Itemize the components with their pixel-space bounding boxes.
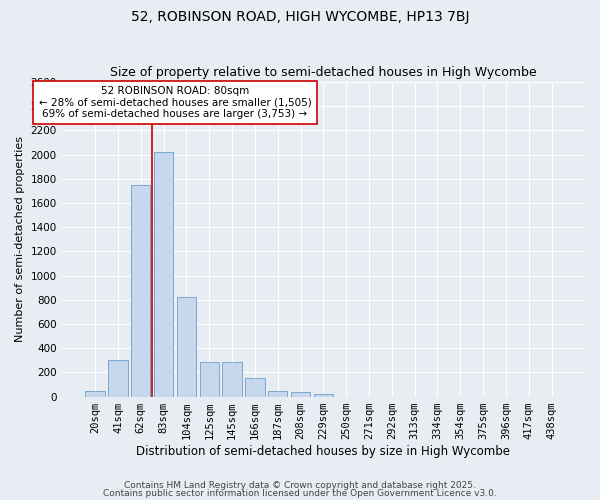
Bar [291, 392, 310, 396]
Text: 52 ROBINSON ROAD: 80sqm
← 28% of semi-detached houses are smaller (1,505)
69% of: 52 ROBINSON ROAD: 80sqm ← 28% of semi-de… [38, 86, 311, 119]
Bar [177, 298, 196, 396]
Bar [200, 362, 219, 396]
Bar [85, 390, 105, 396]
Text: 52, ROBINSON ROAD, HIGH WYCOMBE, HP13 7BJ: 52, ROBINSON ROAD, HIGH WYCOMBE, HP13 7B… [131, 10, 469, 24]
Bar [268, 390, 287, 396]
Bar [245, 378, 265, 396]
Bar [154, 152, 173, 396]
Text: Contains HM Land Registry data © Crown copyright and database right 2025.: Contains HM Land Registry data © Crown c… [124, 481, 476, 490]
Bar [314, 394, 333, 396]
Bar [108, 360, 128, 396]
Bar [131, 185, 151, 396]
Title: Size of property relative to semi-detached houses in High Wycombe: Size of property relative to semi-detach… [110, 66, 536, 80]
Y-axis label: Number of semi-detached properties: Number of semi-detached properties [15, 136, 25, 342]
Bar [223, 362, 242, 396]
X-axis label: Distribution of semi-detached houses by size in High Wycombe: Distribution of semi-detached houses by … [136, 444, 511, 458]
Text: Contains public sector information licensed under the Open Government Licence v3: Contains public sector information licen… [103, 488, 497, 498]
